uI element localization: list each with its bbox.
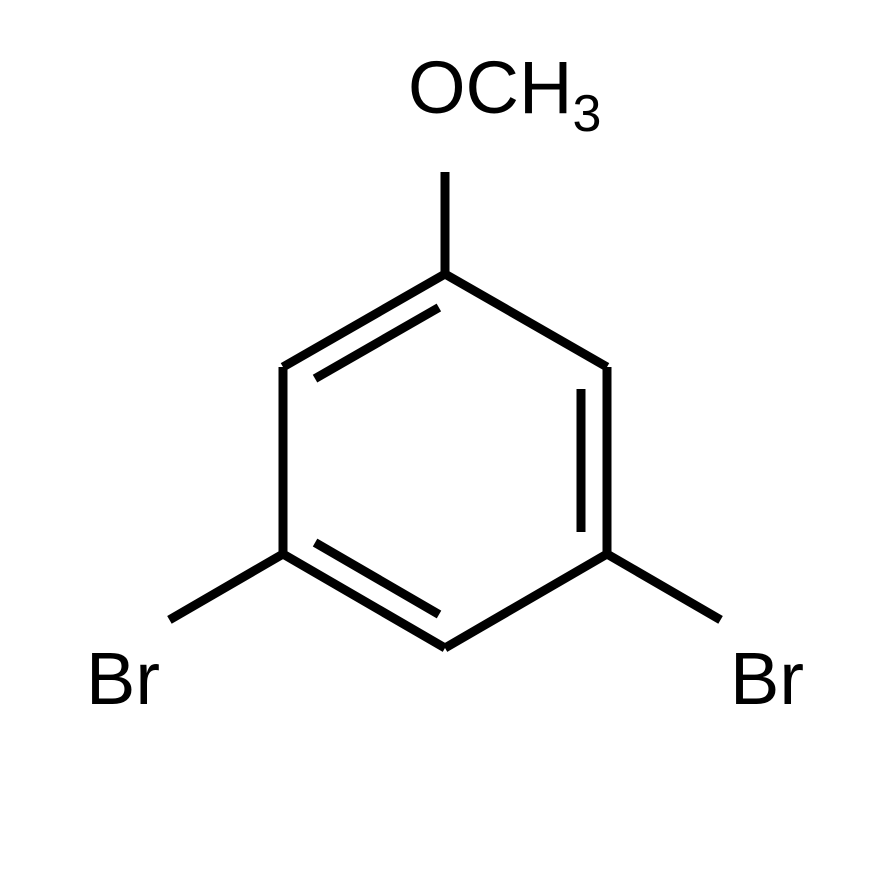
atom-label: OCH3 xyxy=(408,46,601,143)
atom-label: Br xyxy=(86,637,160,720)
atom-label: Br xyxy=(730,637,804,720)
chemical-structure-diagram: OCH3 Br Br xyxy=(0,0,890,890)
